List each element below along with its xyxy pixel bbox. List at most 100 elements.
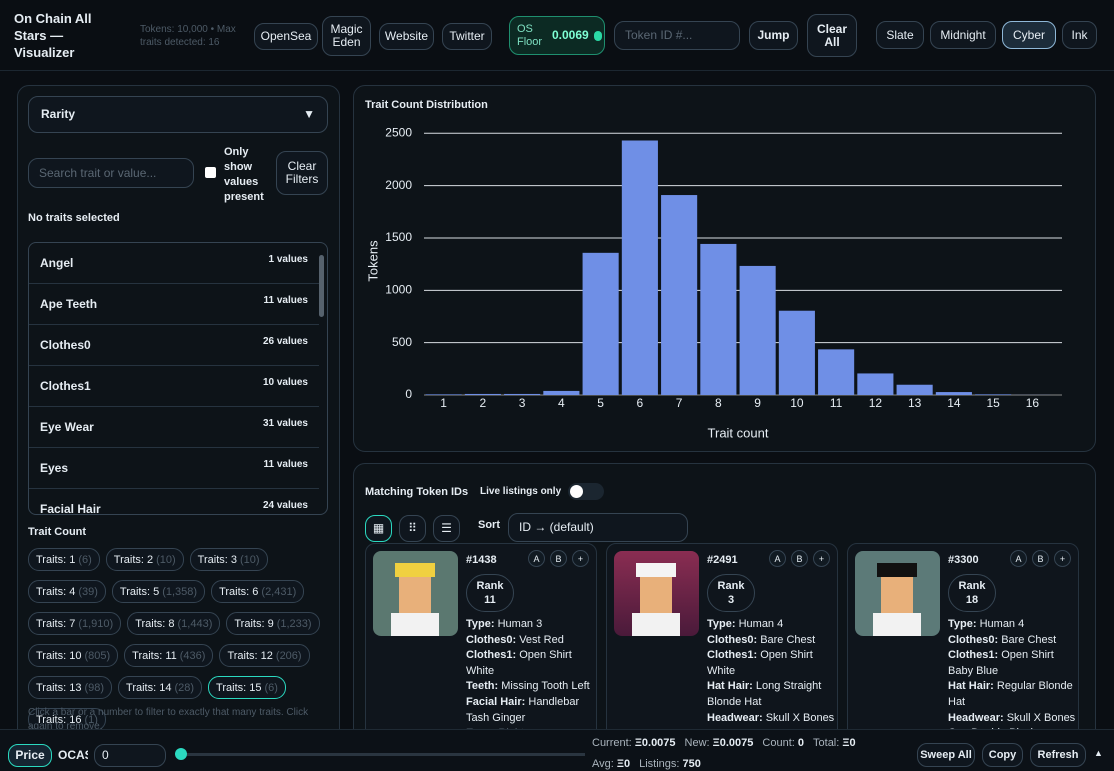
trait-count: 31 values xyxy=(262,418,308,429)
collapse-toggle[interactable]: ▲ xyxy=(1094,748,1103,758)
scrollbar xyxy=(319,255,324,317)
trait-chip[interactable]: Traits: 3 (10) xyxy=(189,548,268,571)
trait-chip[interactable]: Traits: 15 (6) xyxy=(208,676,286,699)
link-button[interactable]: Twitter xyxy=(442,23,492,50)
card-button[interactable]: + xyxy=(1054,550,1071,567)
y-axis-label: Tokens xyxy=(365,240,380,282)
attr-key: Clothes0: xyxy=(466,633,517,646)
card-button[interactable]: B xyxy=(791,550,808,567)
token-input[interactable]: Token ID #... xyxy=(614,21,740,50)
card-button[interactable]: B xyxy=(1032,550,1049,567)
attr-value: Bare Chest xyxy=(1001,633,1057,646)
theme-button[interactable]: Ink xyxy=(1062,21,1097,49)
x-tick-label: 8 xyxy=(715,396,722,410)
link-button[interactable]: OpenSea xyxy=(254,23,318,50)
trait-chip[interactable]: Traits: 9 (1,233) xyxy=(226,612,320,635)
trait-chip[interactable]: Traits: 5 (1,358) xyxy=(111,580,206,603)
trait-chip[interactable]: Traits: 8 (1,443) xyxy=(127,612,221,635)
x-tick-label: 9 xyxy=(754,396,761,410)
trait-row[interactable]: Clothes0 26 values xyxy=(29,325,319,366)
clear-all-button[interactable]: Clear All xyxy=(807,14,857,57)
chip-label: Traits: 7 xyxy=(36,617,76,630)
trait-chip[interactable]: Traits: 14 (28) xyxy=(118,676,203,699)
search-input[interactable]: Search trait or value... xyxy=(28,158,194,188)
trait-chip[interactable]: Traits: 13 (98) xyxy=(28,676,113,699)
bar xyxy=(543,390,580,395)
rank-pill: Rank 3 xyxy=(707,574,755,612)
trait-chip[interactable]: Traits: 10 (805) xyxy=(28,644,119,667)
floor-box: OS Floor 0.0069 xyxy=(509,16,605,55)
stat: New: Ξ0.0075 xyxy=(685,737,754,749)
bar xyxy=(975,394,1012,395)
trait-chip[interactable]: Traits: 12 (206) xyxy=(219,644,310,667)
card-button[interactable]: + xyxy=(813,550,830,567)
sort-value[interactable]: ID → (default) xyxy=(508,513,688,542)
chip-count: (1,233) xyxy=(276,617,312,630)
x-tick-label: 15 xyxy=(986,396,1000,410)
chip-label: Traits: 2 xyxy=(113,553,154,566)
stat-value: 0 xyxy=(797,737,805,749)
token-image xyxy=(855,551,940,636)
live-label: Live listings only xyxy=(480,486,562,497)
attr-value: Long Straight Blonde Hat xyxy=(707,680,822,708)
view-grid[interactable]: ▦ xyxy=(365,515,392,542)
card-button[interactable]: A xyxy=(769,550,786,567)
attr-key: Hat Hair: xyxy=(707,680,753,693)
trait-chip[interactable]: Traits: 1 (6) xyxy=(28,548,100,571)
card-button[interactable]: A xyxy=(528,550,545,567)
y-tick-label: 0 xyxy=(405,387,412,401)
price-button[interactable]: Price xyxy=(8,744,52,767)
view-list[interactable]: ☰ xyxy=(433,515,460,542)
checkbox[interactable] xyxy=(205,167,216,178)
attr-line: Clothes1: Open Shirt Baby Blue xyxy=(948,648,1076,679)
trait-row[interactable]: Ape Teeth 11 values xyxy=(29,284,319,325)
theme-button[interactable]: Cyber xyxy=(1002,21,1056,49)
trait-chip[interactable]: Traits: 4 (39) xyxy=(28,580,106,603)
avatar-body xyxy=(391,613,439,636)
trait-count: 26 values xyxy=(262,336,308,347)
theme-button[interactable]: Slate xyxy=(876,21,924,49)
trait-chip[interactable]: Traits: 7 (1,910) xyxy=(28,612,122,635)
slider-thumb[interactable] xyxy=(175,748,187,760)
view-dense[interactable]: ⠿ xyxy=(399,515,426,542)
card-id: #1438 xyxy=(466,554,497,566)
trait-row[interactable]: Clothes1 10 values xyxy=(29,366,319,407)
card-button[interactable]: B xyxy=(550,550,567,567)
rank-label: Rank xyxy=(958,580,986,592)
trait-chip[interactable]: Traits: 16 (1) xyxy=(28,708,106,731)
trait-row[interactable]: Eye Wear 31 values xyxy=(29,407,319,448)
copy-button[interactable]: Copy xyxy=(982,743,1023,767)
trait-row[interactable]: Eyes 11 values xyxy=(29,448,319,489)
attr-value: Human 3 xyxy=(497,618,543,630)
clear-filters-button[interactable]: Clear Filters xyxy=(276,151,328,195)
card-button[interactable]: + xyxy=(572,550,589,567)
trait-chip[interactable]: Traits: 11 (436) xyxy=(124,644,214,667)
bar xyxy=(464,393,501,395)
trait-chip[interactable]: Traits: 2 (10) xyxy=(105,548,184,571)
refresh-button[interactable]: Refresh xyxy=(1030,743,1086,767)
x-tick-label: 2 xyxy=(480,396,487,410)
attr-value: Bare Chest xyxy=(760,633,816,646)
amount-input[interactable]: 0 xyxy=(94,744,166,767)
x-tick-label: 12 xyxy=(869,396,883,410)
stat: Avg: Ξ0 xyxy=(592,758,630,770)
stat-label: Total: xyxy=(813,737,840,749)
live-toggle[interactable] xyxy=(568,483,604,500)
sort-select[interactable]: Rarity ▼ xyxy=(28,96,328,133)
jump-button[interactable]: Jump xyxy=(749,21,798,50)
sweep-button[interactable]: Sweep All xyxy=(917,743,975,767)
chip-label: Traits: 11 xyxy=(132,649,177,662)
matching-title: Matching Token IDs xyxy=(365,486,469,498)
card-button[interactable]: A xyxy=(1010,550,1027,567)
theme-button[interactable]: Midnight xyxy=(930,21,996,49)
link-button[interactable]: Website xyxy=(379,23,434,50)
attr-key: Type: xyxy=(948,618,977,630)
chip-count: (206) xyxy=(275,649,302,662)
trait-row[interactable]: Angel 1 values xyxy=(29,243,319,284)
trait-row[interactable]: Facial Hair 24 values xyxy=(29,489,319,514)
trait-chip[interactable]: Traits: 6 (2,431) xyxy=(211,580,305,603)
attr-line: Type: Human 4 xyxy=(707,617,835,633)
link-button[interactable]: Magic Eden xyxy=(322,16,371,56)
bar xyxy=(935,392,972,395)
